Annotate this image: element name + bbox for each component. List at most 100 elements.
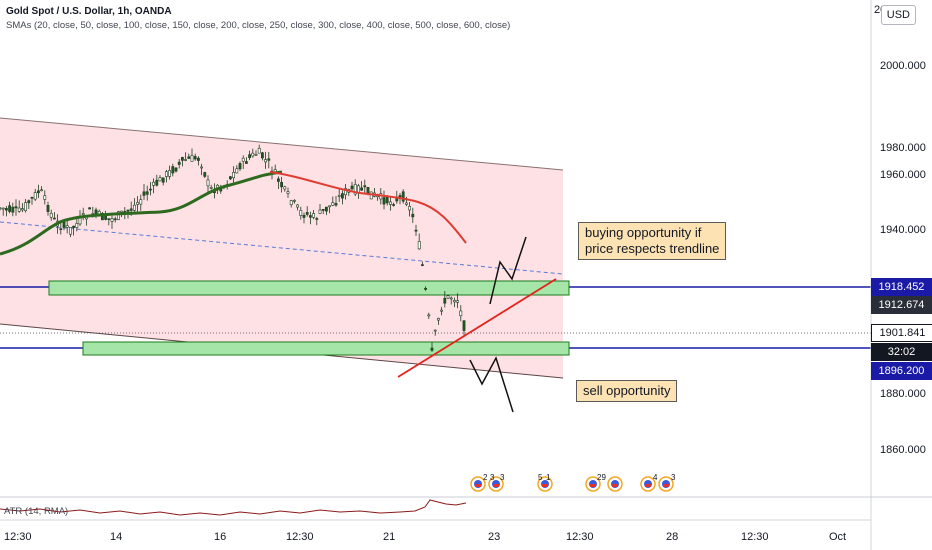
candle-body xyxy=(446,295,450,299)
time-label: 21 xyxy=(383,531,395,543)
candle-body xyxy=(452,300,456,303)
time-axis[interactable]: 12:30 14 16 12:30 21 23 12:30 28 12:30 O… xyxy=(4,531,846,543)
candle-body xyxy=(305,212,309,215)
candle-body xyxy=(59,228,63,230)
candle-body xyxy=(203,172,207,177)
candle-body xyxy=(283,186,287,190)
candle-body xyxy=(158,177,162,182)
event-count: 29 xyxy=(597,473,606,482)
bearish-scenario-path[interactable] xyxy=(469,356,514,413)
candlestick-series xyxy=(0,144,466,352)
time-label: 12:30 xyxy=(286,531,314,543)
price-tick: 1880.000 xyxy=(880,388,926,400)
rising-trendline[interactable] xyxy=(397,278,557,378)
event-flag-icon xyxy=(488,476,504,492)
bullish-scenario-path[interactable] xyxy=(489,236,527,305)
candle-body xyxy=(353,184,357,195)
candle-body xyxy=(433,329,437,332)
candle-body xyxy=(40,189,44,192)
symbol-title[interactable]: Gold Spot / U.S. Dollar, 1h, OANDA xyxy=(6,6,172,17)
candle-body xyxy=(392,204,396,206)
candle-body xyxy=(449,297,453,300)
atr-legend[interactable]: ATR (14, RMA) xyxy=(4,506,69,517)
candle-body xyxy=(302,215,306,218)
candle-body xyxy=(248,154,252,158)
candle-body xyxy=(324,206,328,212)
candle-body xyxy=(350,185,354,190)
candle-body xyxy=(363,185,367,188)
candle-body xyxy=(197,157,200,161)
candle-body xyxy=(120,210,124,213)
candle-body xyxy=(65,225,69,228)
candle-body xyxy=(49,212,53,218)
candle-body xyxy=(286,191,290,194)
economic-events[interactable]: 2 3 3 5 1 29 4 3 xyxy=(470,473,676,492)
candle-body xyxy=(88,207,92,210)
candle-body xyxy=(459,310,463,317)
candle-body xyxy=(5,208,8,211)
candle-body xyxy=(334,203,338,206)
candle-body xyxy=(235,168,239,174)
event-count: 4 xyxy=(653,473,658,482)
candle-body xyxy=(296,204,300,208)
candle-body xyxy=(264,159,268,163)
sma-green-line xyxy=(0,170,283,256)
time-label: 14 xyxy=(110,531,122,543)
candle-body xyxy=(20,208,24,211)
channel-mid-dashed-line[interactable] xyxy=(0,221,564,275)
candle-body xyxy=(168,170,172,177)
event-flag-icon xyxy=(585,476,601,492)
price-axis[interactable]: 20 2000.000 1980.000 1960.000 1940.000 1… xyxy=(874,4,926,456)
candle-body xyxy=(292,200,296,202)
candle-body xyxy=(187,156,191,159)
candle-body xyxy=(398,195,402,198)
candle-body xyxy=(328,205,332,208)
time-label: 23 xyxy=(488,531,500,543)
candle-body xyxy=(331,202,335,206)
support-zone[interactable] xyxy=(82,341,570,356)
candle-body xyxy=(411,213,415,218)
time-label: 12:30 xyxy=(741,531,769,543)
candle-body xyxy=(139,199,143,205)
last-price-tag: 1901.841 xyxy=(871,324,932,342)
candle-body xyxy=(36,190,40,194)
channel-top-line[interactable] xyxy=(0,117,564,171)
candle-body xyxy=(149,188,152,191)
candle-body xyxy=(229,176,232,180)
candle-body xyxy=(43,195,47,200)
time-label: 12:30 xyxy=(566,531,594,543)
candle-body xyxy=(33,192,37,200)
sma-red-line xyxy=(269,171,467,244)
candle-body xyxy=(260,152,264,159)
currency-button[interactable]: USD xyxy=(880,5,916,25)
candle-body xyxy=(81,213,85,215)
candle-body xyxy=(171,166,175,174)
candle-body xyxy=(72,225,76,228)
candle-body xyxy=(414,229,418,232)
candle-body xyxy=(184,159,188,161)
candle-body xyxy=(299,210,303,216)
candle-body xyxy=(8,205,12,212)
price-tick: 1860.000 xyxy=(880,444,926,456)
event-flag-icon xyxy=(658,476,674,492)
candle-body xyxy=(424,288,428,290)
candle-body xyxy=(257,148,261,154)
price-tick: 2000.000 xyxy=(880,60,926,72)
candle-body xyxy=(462,320,466,331)
candle-body xyxy=(161,177,165,183)
time-label: Oct xyxy=(829,531,846,543)
candle-body xyxy=(440,309,444,312)
candle-body xyxy=(251,152,255,157)
resistance-zone[interactable] xyxy=(48,280,570,296)
buy-note[interactable]: buying opportunity if price respects tre… xyxy=(578,222,727,260)
price-tag-a: 1912.674 xyxy=(871,296,932,314)
time-label: 28 xyxy=(666,531,678,543)
candle-body xyxy=(181,157,184,161)
candle-body xyxy=(1,207,5,210)
sell-note[interactable]: sell opportunity xyxy=(576,380,678,402)
candle-body xyxy=(436,317,440,321)
candle-body xyxy=(241,157,245,162)
indicator-legend[interactable]: SMAs (20, close, 50, close, 100, close, … xyxy=(6,20,511,31)
price-tag-upper-line: 1918.452 xyxy=(871,278,932,296)
